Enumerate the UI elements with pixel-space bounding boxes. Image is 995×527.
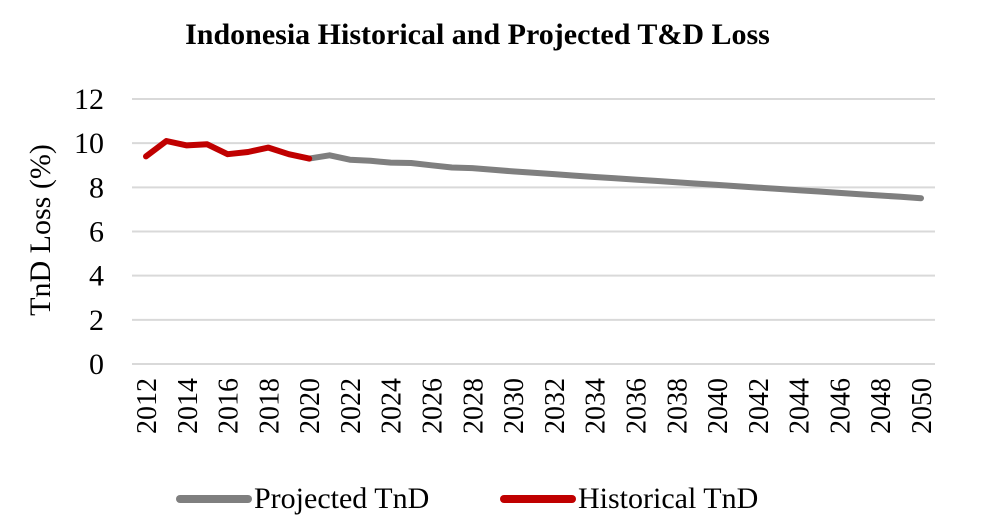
legend-item-historical: Historical TnD	[500, 482, 758, 516]
x-tick-label: 2016	[214, 378, 245, 434]
x-tick-label: 2024	[377, 378, 408, 434]
x-tick-label: 2040	[703, 378, 734, 434]
x-axis-ticks: 2012 2014 2016 2018 2020 2022 2024 2026 2028 2030…	[132, 378, 938, 434]
data-point-projected-tnd	[349, 159, 351, 161]
data-point-projected-tnd	[573, 175, 575, 177]
data-point-projected-tnd	[818, 191, 820, 192]
data-point-projected-tnd	[736, 185, 738, 187]
x-tick-label: 2026	[418, 378, 449, 434]
x-tick-label: 2022	[336, 378, 367, 434]
x-tick-label: 2018	[254, 378, 285, 434]
data-point-projected-tnd	[390, 162, 392, 164]
gridlines	[132, 98, 935, 365]
data-point-projected-tnd	[369, 160, 371, 162]
data-point-projected-tnd	[859, 193, 861, 195]
data-point-historical-tnd	[206, 143, 208, 145]
data-point-projected-tnd	[879, 195, 881, 196]
data-point-projected-tnd	[471, 167, 473, 169]
data-point-projected-tnd	[655, 180, 657, 182]
y-axis-ticks: 0 2 4 6 8 10 12	[74, 83, 104, 381]
x-tick-label: 2030	[499, 378, 530, 434]
legend-label-historical: Historical TnD	[578, 482, 759, 515]
data-point-projected-tnd	[512, 170, 514, 172]
x-tick-label: 2032	[540, 378, 571, 434]
x-tick-label: 2020	[295, 378, 326, 434]
data-point-projected-tnd	[716, 184, 718, 186]
legend-swatch-historical	[500, 495, 576, 503]
y-tick-label: 0	[89, 348, 104, 381]
data-point-historical-tnd	[186, 144, 188, 146]
series-line-projected-tnd	[306, 152, 924, 202]
data-point-projected-tnd	[533, 172, 534, 174]
data-point-projected-tnd	[492, 169, 494, 171]
y-tick-label: 4	[89, 260, 104, 293]
data-point-historical-tnd	[247, 151, 249, 153]
x-tick-label: 2012	[132, 378, 163, 434]
data-point-projected-tnd	[675, 181, 677, 183]
data-point-projected-tnd	[431, 164, 432, 166]
data-point-projected-tnd	[614, 177, 616, 179]
x-tick-label: 2044	[785, 378, 816, 434]
data-point-historical-tnd	[165, 140, 167, 142]
y-tick-label: 2	[89, 304, 104, 337]
data-point-historical-tnd	[267, 147, 269, 149]
x-tick-label: 2042	[744, 378, 775, 434]
data-point-projected-tnd	[594, 176, 596, 178]
x-tick-label: 2038	[662, 378, 693, 434]
data-point-projected-tnd	[635, 179, 636, 181]
x-tick-label: 2034	[581, 378, 612, 434]
chart-legend: Projected TnD Historical TnD	[0, 482, 995, 522]
x-tick-label: 2028	[458, 378, 489, 434]
data-point-projected-tnd	[696, 183, 698, 185]
y-tick-label: 12	[74, 83, 104, 116]
chart-title: Indonesia Historical and Projected T&D L…	[185, 18, 770, 51]
legend-label-projected: Projected TnD	[254, 482, 430, 515]
legend-swatch-projected	[176, 495, 252, 503]
data-point-historical-tnd	[308, 158, 310, 160]
data-point-projected-tnd	[798, 189, 800, 191]
y-axis-label: TnD Loss (%)	[24, 144, 57, 316]
data-point-historical-tnd	[288, 153, 290, 155]
y-tick-label: 10	[74, 127, 104, 160]
x-tick-label: 2014	[173, 378, 204, 434]
data-point-projected-tnd	[410, 162, 412, 164]
data-point-projected-tnd	[329, 154, 331, 156]
x-tick-label: 2036	[621, 378, 652, 434]
data-point-projected-tnd	[777, 188, 779, 190]
x-tick-label: 2046	[825, 378, 856, 434]
x-tick-label: 2050	[907, 378, 938, 434]
y-tick-label: 6	[89, 216, 104, 249]
data-point-projected-tnd	[553, 173, 555, 175]
data-point-projected-tnd	[900, 196, 902, 198]
data-point-historical-tnd	[145, 155, 147, 157]
data-point-projected-tnd	[920, 197, 922, 199]
data-point-historical-tnd	[227, 153, 229, 155]
data-point-projected-tnd	[838, 192, 840, 194]
data-point-projected-tnd	[451, 167, 453, 168]
x-tick-label: 2048	[866, 378, 897, 434]
legend-item-projected: Projected TnD	[176, 482, 429, 516]
data-point-projected-tnd	[757, 187, 759, 189]
series-lines	[143, 138, 924, 202]
y-tick-label: 8	[89, 171, 104, 204]
